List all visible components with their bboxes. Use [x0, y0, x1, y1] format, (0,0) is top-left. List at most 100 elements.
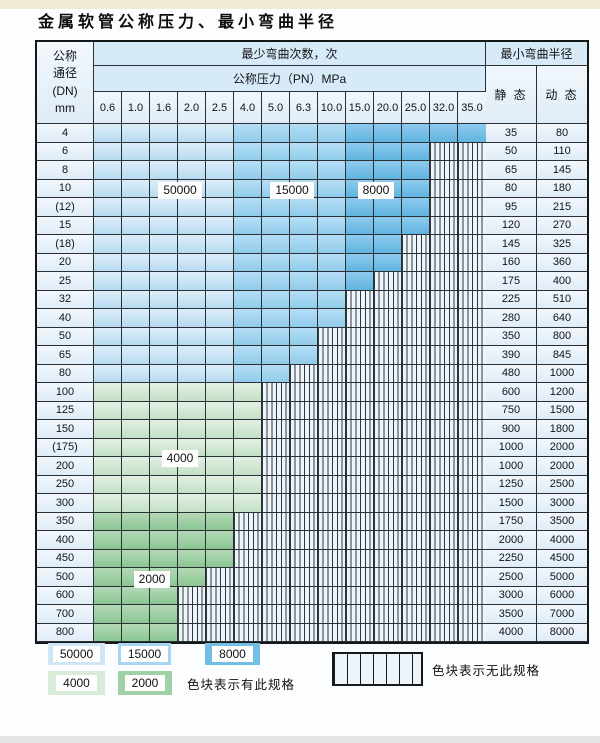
spec-available-cell	[290, 124, 318, 143]
spec-available-cell	[94, 531, 122, 550]
no-spec-cell	[402, 309, 430, 328]
spec-available-cell	[290, 290, 318, 309]
dn-header-line: mm	[55, 100, 75, 115]
spec-available-cell	[318, 272, 346, 291]
no-spec-cell	[374, 272, 402, 291]
spec-available-cell	[318, 198, 346, 217]
no-spec-cell	[430, 401, 458, 420]
no-spec-cell	[374, 401, 402, 420]
no-spec-cell	[262, 475, 290, 494]
no-spec-cell	[402, 494, 430, 513]
spec-available-cell	[318, 179, 346, 198]
no-spec-cell	[458, 549, 486, 568]
spec-available-cell	[178, 198, 206, 217]
row-dn-label: 150	[37, 420, 94, 439]
spec-available-cell	[262, 272, 290, 291]
static-radius-value: 1500	[486, 494, 537, 513]
spec-available-cell	[206, 216, 234, 235]
spec-available-cell	[346, 161, 374, 180]
dynamic-radius-value: 3500	[537, 512, 587, 531]
spec-available-cell	[374, 216, 402, 235]
spec-available-cell	[122, 531, 150, 550]
spec-available-cell	[234, 457, 262, 476]
row-dn-label: 8	[37, 161, 94, 180]
spec-available-cell	[150, 216, 178, 235]
pressure-col-header: 32.0	[430, 92, 458, 124]
static-radius-value: 3500	[486, 605, 537, 624]
no-spec-cell	[346, 494, 374, 513]
spec-available-cell	[150, 290, 178, 309]
spec-available-cell	[94, 198, 122, 217]
no-spec-cell	[262, 420, 290, 439]
no-spec-cell	[346, 475, 374, 494]
no-spec-cell	[262, 494, 290, 513]
no-spec-cell	[374, 457, 402, 476]
spec-available-cell	[94, 309, 122, 328]
spec-available-cell	[178, 438, 206, 457]
spec-available-cell	[206, 457, 234, 476]
spec-available-cell	[346, 124, 374, 143]
spec-available-cell	[346, 179, 374, 198]
spec-available-cell	[206, 179, 234, 198]
no-spec-cell	[234, 512, 262, 531]
no-spec-cell	[374, 346, 402, 365]
spec-available-cell	[206, 475, 234, 494]
dynamic-radius-value: 325	[537, 235, 587, 254]
spec-available-cell	[150, 457, 178, 476]
no-spec-cell	[318, 346, 346, 365]
no-spec-cell	[206, 623, 234, 642]
spec-available-cell	[122, 383, 150, 402]
spec-available-cell	[122, 327, 150, 346]
spec-available-cell	[94, 401, 122, 420]
spec-available-cell	[346, 216, 374, 235]
no-spec-cell	[290, 364, 318, 383]
dynamic-radius-value: 110	[537, 142, 587, 161]
spec-available-cell	[122, 475, 150, 494]
no-spec-cell	[458, 623, 486, 642]
no-spec-cell	[458, 142, 486, 161]
no-spec-cell	[402, 512, 430, 531]
no-spec-cell	[458, 327, 486, 346]
static-radius-value: 65	[486, 161, 537, 180]
spec-available-cell	[178, 475, 206, 494]
dynamic-radius-value: 180	[537, 179, 587, 198]
dynamic-header-cell: 动 态	[537, 66, 587, 124]
spec-available-cell	[458, 124, 486, 143]
spec-available-cell	[94, 253, 122, 272]
radius-header-cell: 最小弯曲半径	[486, 42, 587, 66]
spec-available-cell	[150, 179, 178, 198]
no-spec-cell	[458, 272, 486, 291]
spec-available-cell	[94, 383, 122, 402]
spec-available-cell	[150, 253, 178, 272]
no-spec-cell	[430, 346, 458, 365]
dynamic-radius-value: 1200	[537, 383, 587, 402]
spec-available-cell	[150, 586, 178, 605]
no-spec-cell	[374, 290, 402, 309]
dynamic-radius-value: 80	[537, 124, 587, 143]
spec-available-cell	[122, 235, 150, 254]
pressure-col-header: 35.0	[458, 92, 486, 124]
spec-available-cell	[122, 198, 150, 217]
legend-swatch-value: 15000	[120, 646, 169, 662]
scan-edge-bottom	[0, 736, 600, 743]
no-spec-cell	[262, 531, 290, 550]
spec-available-cell	[234, 401, 262, 420]
scan-edge-top	[0, 0, 600, 9]
no-spec-cell	[262, 623, 290, 642]
no-spec-cell	[458, 401, 486, 420]
dynamic-radius-value: 1500	[537, 401, 587, 420]
static-radius-value: 1750	[486, 512, 537, 531]
spec-available-cell	[122, 438, 150, 457]
spec-available-cell	[94, 475, 122, 494]
no-spec-cell	[430, 420, 458, 439]
static-radius-value: 95	[486, 198, 537, 217]
spec-available-cell	[234, 124, 262, 143]
no-spec-cell	[374, 494, 402, 513]
row-dn-label: 100	[37, 383, 94, 402]
no-spec-cell	[290, 457, 318, 476]
spec-available-cell	[290, 309, 318, 328]
static-radius-value: 80	[486, 179, 537, 198]
row-dn-label: 65	[37, 346, 94, 365]
spec-available-cell	[150, 401, 178, 420]
